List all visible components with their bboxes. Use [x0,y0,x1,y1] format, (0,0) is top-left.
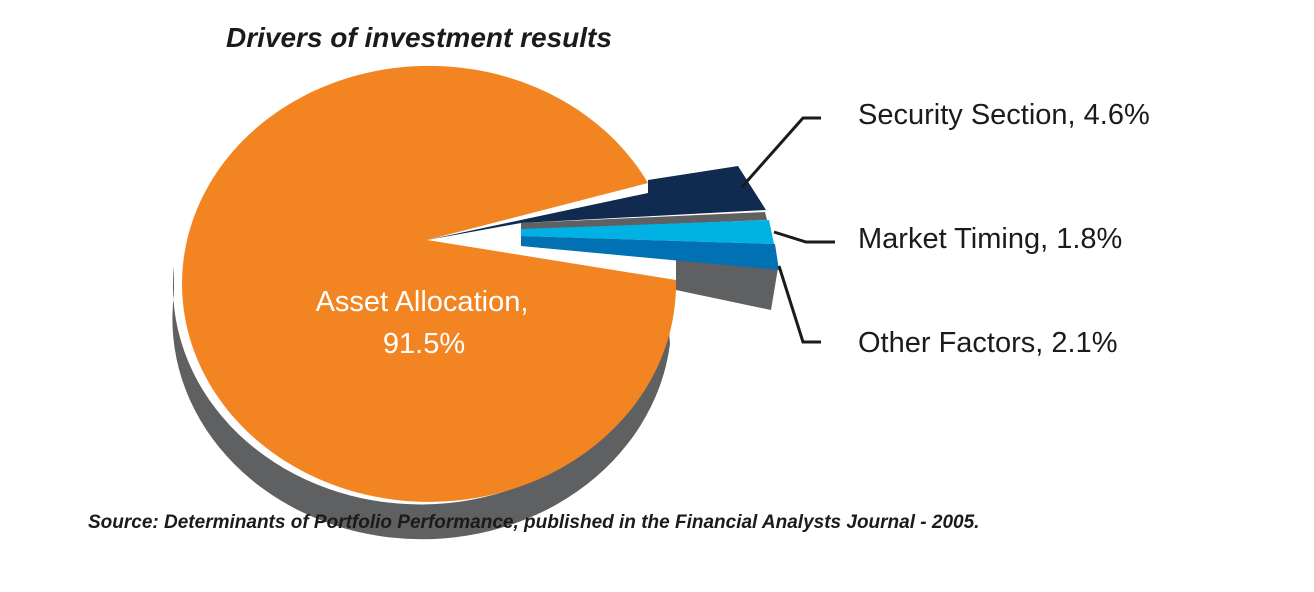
security-section-value: 4.6% [1084,99,1150,131]
leader-line-market-timing [773,230,835,244]
security-section-name: Security Section, [858,99,1076,131]
slice-other-factors [521,236,779,270]
leader-line-security-section [739,116,821,189]
slice-asset-allocation [182,65,677,502]
security-section-depth [521,212,767,230]
source-note: Source: Determinants of Portfolio Perfor… [88,512,980,533]
security-section-label: Security Section, 4.6% [858,99,1150,131]
asset-allocation-label: Asset Allocation, [316,286,529,318]
leader-line-other-factors [777,265,821,344]
other-factors-depth [521,246,778,310]
slice-security-section [427,166,766,240]
other-factors-name: Other Factors, [858,327,1043,359]
other-factors-value: 2.1% [1051,327,1117,359]
market-timing-value: 1.8% [1056,223,1122,255]
chart-title: Drivers of investment results [226,22,612,53]
other-factors-label: Other Factors, 2.1% [858,327,1118,359]
asset-allocation-value: 91.5% [383,328,465,360]
market-timing-name: Market Timing, [858,223,1048,255]
market-timing-label: Market Timing, 1.8% [858,223,1122,255]
